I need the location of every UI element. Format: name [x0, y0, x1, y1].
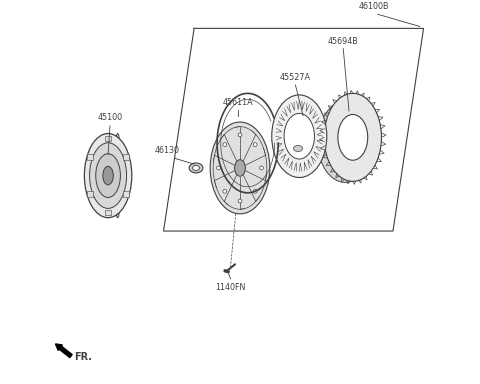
Ellipse shape	[284, 113, 314, 159]
FancyBboxPatch shape	[87, 192, 93, 197]
Circle shape	[223, 143, 227, 147]
FancyArrow shape	[56, 344, 72, 358]
Ellipse shape	[235, 160, 245, 176]
Circle shape	[216, 166, 220, 170]
FancyBboxPatch shape	[123, 192, 129, 197]
Circle shape	[223, 189, 227, 193]
Text: 46100B: 46100B	[359, 2, 389, 11]
Circle shape	[253, 143, 257, 147]
Ellipse shape	[293, 146, 302, 152]
Ellipse shape	[114, 134, 121, 218]
Ellipse shape	[318, 101, 372, 182]
Ellipse shape	[96, 154, 120, 197]
Text: 46130: 46130	[155, 146, 180, 155]
Ellipse shape	[90, 143, 127, 209]
Ellipse shape	[338, 114, 368, 160]
Ellipse shape	[84, 134, 132, 218]
Text: 45611A: 45611A	[223, 98, 253, 107]
FancyBboxPatch shape	[105, 136, 111, 141]
Text: FR.: FR.	[73, 352, 92, 362]
Ellipse shape	[189, 163, 203, 173]
Circle shape	[260, 166, 264, 170]
Ellipse shape	[331, 120, 360, 164]
Text: 1140FN: 1140FN	[215, 283, 246, 292]
Ellipse shape	[103, 166, 113, 185]
Ellipse shape	[272, 95, 327, 177]
Circle shape	[238, 133, 242, 137]
FancyBboxPatch shape	[105, 210, 111, 215]
Ellipse shape	[210, 122, 270, 214]
Ellipse shape	[324, 93, 382, 181]
Ellipse shape	[192, 166, 200, 170]
Text: 45694B: 45694B	[328, 36, 359, 46]
Text: 45527A: 45527A	[280, 73, 311, 82]
Text: 45100: 45100	[97, 113, 122, 122]
FancyBboxPatch shape	[87, 154, 93, 160]
Circle shape	[253, 189, 257, 193]
FancyBboxPatch shape	[123, 154, 129, 160]
Circle shape	[238, 199, 242, 203]
